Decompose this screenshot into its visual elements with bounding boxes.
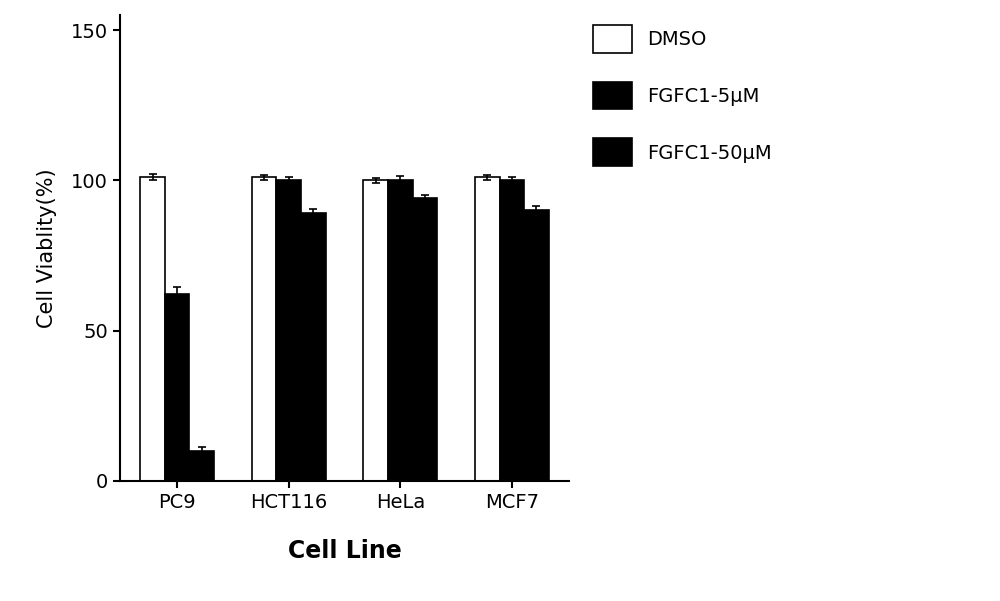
Bar [301, 213, 326, 481]
Bar [363, 180, 388, 481]
Bar [500, 180, 524, 481]
Y-axis label: Cell Viablity(%): Cell Viablity(%) [37, 168, 57, 328]
X-axis label: Cell Line: Cell Line [288, 539, 401, 563]
Bar [388, 180, 413, 481]
Bar [140, 177, 165, 481]
Legend: DMSO, FGFC1-5μM, FGFC1-50μM: DMSO, FGFC1-5μM, FGFC1-50μM [583, 16, 782, 175]
Bar [165, 294, 189, 481]
Bar [189, 451, 214, 481]
Bar [524, 210, 549, 481]
Bar [475, 177, 500, 481]
Bar [413, 198, 437, 481]
Bar [252, 177, 276, 481]
Bar [276, 180, 301, 481]
